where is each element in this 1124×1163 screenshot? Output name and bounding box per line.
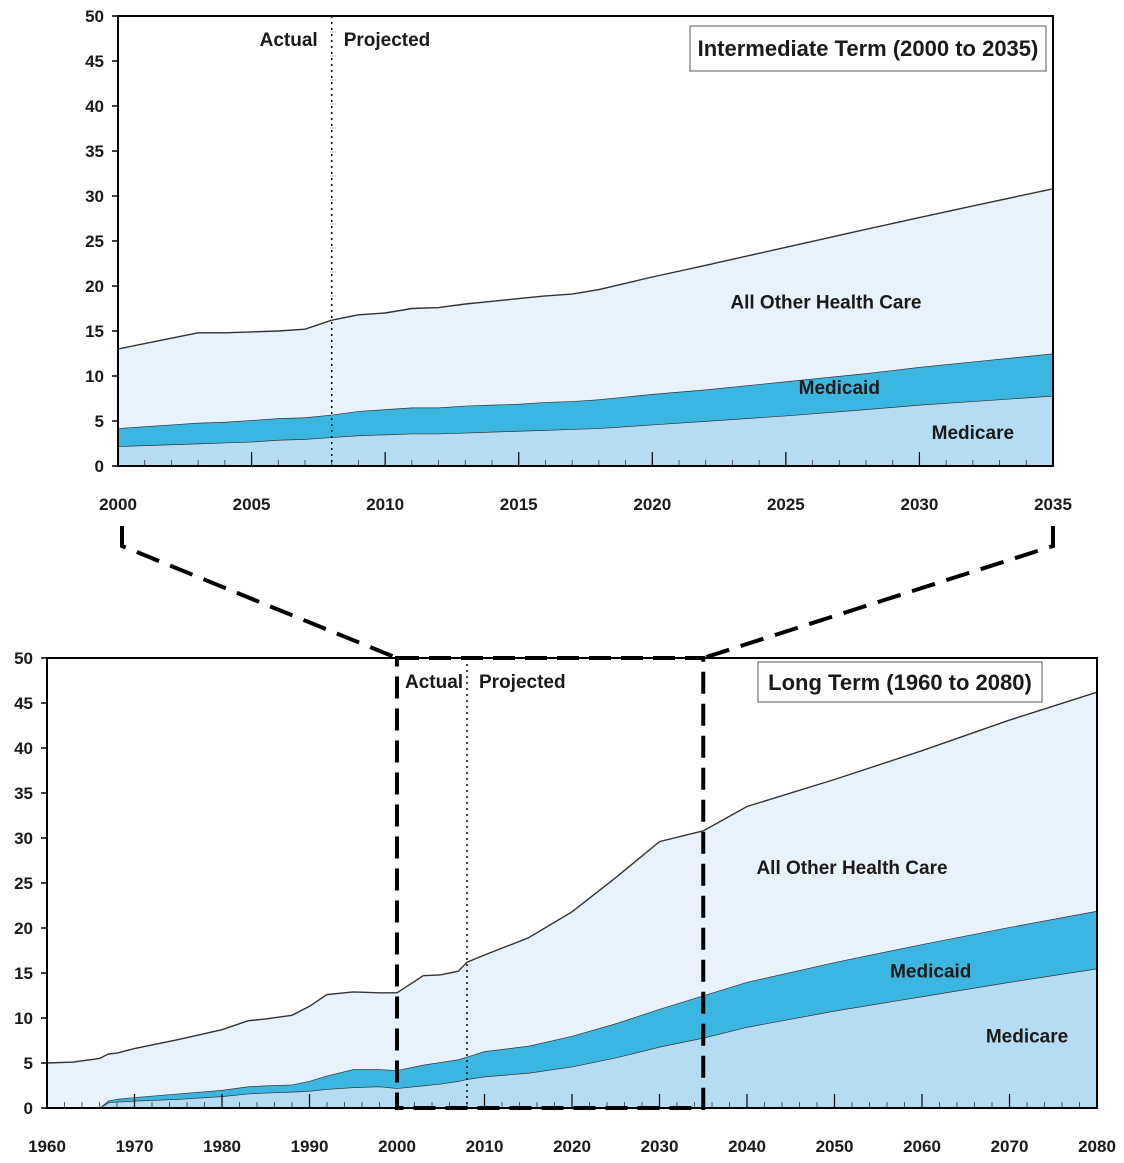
top-y-tick-label-40: 40 <box>85 97 104 116</box>
bottom-actual-label: Actual <box>405 672 463 693</box>
bot-x-tick-label-2080: 2080 <box>1078 1137 1116 1156</box>
top-x-tick-label-2035: 2035 <box>1034 495 1072 514</box>
connector-left <box>120 526 398 660</box>
top-y-tick-label-50: 50 <box>85 7 104 26</box>
bot-y-tick-label-25: 25 <box>14 874 33 893</box>
bottom-chart-title: Long Term (1960 to 2080) <box>768 670 1032 695</box>
bottom-projected-label: Projected <box>479 672 566 693</box>
top-area-medicaid <box>118 353 1053 447</box>
top-label-medicaid: Medicaid <box>799 378 880 399</box>
bot-x-tick-label-2070: 2070 <box>991 1137 1029 1156</box>
bot-x-tick-label-1960: 1960 <box>28 1137 66 1156</box>
long-term-chart: 0 5 10 15 20 25 30 35 40 45 50 1960 1970 1980 1990 200… <box>14 649 1116 1156</box>
top-x-tick-label-2025: 2025 <box>767 495 805 514</box>
top-label-all-other: All Other Health Care <box>730 293 921 314</box>
top-x-tick-label-2020: 2020 <box>633 495 671 514</box>
bot-x-tick-label-2000: 2000 <box>378 1137 416 1156</box>
bot-x-tick-label-2020: 2020 <box>553 1137 591 1156</box>
top-y-tick-label-35: 35 <box>85 142 104 161</box>
bot-y-tick-label-35: 35 <box>14 784 33 803</box>
bot-x-tick-label-1990: 1990 <box>291 1137 329 1156</box>
bot-y-tick-label-30: 30 <box>14 829 33 848</box>
bot-x-tick-label-2050: 2050 <box>816 1137 854 1156</box>
bot-y-tick-label-15: 15 <box>14 964 33 983</box>
top-y-tick-label-0: 0 <box>95 457 104 476</box>
bot-y-tick-label-5: 5 <box>24 1054 33 1073</box>
bot-line-other <box>46 691 1098 1064</box>
top-actual-label: Actual <box>260 30 318 51</box>
top-label-medicare: Medicare <box>932 423 1014 444</box>
bot-y-tick-label-10: 10 <box>14 1009 33 1028</box>
top-x-tick-label-2010: 2010 <box>366 495 404 514</box>
bot-x-tick-label-1980: 1980 <box>203 1137 241 1156</box>
zoom-connector-lines <box>120 526 1055 660</box>
bottom-label-medicaid: Medicaid <box>890 962 971 983</box>
bottom-area-layers <box>46 691 1098 1109</box>
top-x-tick-label-2030: 2030 <box>901 495 939 514</box>
top-y-tick-label-10: 10 <box>85 367 104 386</box>
top-y-tick-label-5: 5 <box>95 412 104 431</box>
bot-x-tick-label-2040: 2040 <box>728 1137 766 1156</box>
top-projected-label: Projected <box>344 30 431 51</box>
top-x-tick-label-2015: 2015 <box>500 495 538 514</box>
bottom-x-axis: 1960 1970 1980 1990 2000 2010 2020 2030 2040 2050… <box>28 1094 1116 1156</box>
top-y-tick-label-15: 15 <box>85 322 104 341</box>
top-y-tick-label-45: 45 <box>85 52 104 71</box>
bot-y-tick-label-0: 0 <box>24 1099 33 1118</box>
bot-area-medicare <box>47 968 1097 1108</box>
connector-right <box>702 526 1055 660</box>
bot-y-tick-label-40: 40 <box>14 739 33 758</box>
top-area-layers <box>117 188 1054 466</box>
top-x-axis: 2000 2005 2010 2015 2020 2025 2030 2035 <box>99 452 1072 514</box>
bot-y-tick-label-50: 50 <box>14 649 33 668</box>
top-line-other <box>117 188 1054 350</box>
bot-x-tick-label-2030: 2030 <box>641 1137 679 1156</box>
top-y-tick-label-25: 25 <box>85 232 104 251</box>
top-y-tick-label-20: 20 <box>85 277 104 296</box>
top-y-axis: 0 5 10 15 20 25 30 35 40 45 50 <box>85 7 118 476</box>
top-plot-frame <box>117 15 1054 467</box>
bottom-plot-frame <box>46 657 1098 1109</box>
top-x-tick-label-2005: 2005 <box>233 495 271 514</box>
bot-y-tick-label-20: 20 <box>14 919 33 938</box>
bot-y-tick-label-45: 45 <box>14 694 33 713</box>
top-area-other <box>118 188 1053 429</box>
bot-x-tick-label-2010: 2010 <box>466 1137 504 1156</box>
bot-area-other <box>47 692 1097 1108</box>
bot-x-tick-label-1970: 1970 <box>116 1137 154 1156</box>
bot-x-tick-label-2060: 2060 <box>903 1137 941 1156</box>
bottom-title-box <box>757 661 1043 703</box>
top-title-box <box>689 25 1047 72</box>
bottom-label-all-other: All Other Health Care <box>756 858 947 879</box>
bottom-y-axis: 0 5 10 15 20 25 30 35 40 45 50 <box>14 649 47 1118</box>
top-x-tick-label-2000: 2000 <box>99 495 137 514</box>
top-y-tick-label-30: 30 <box>85 187 104 206</box>
top-chart-title: Intermediate Term (2000 to 2035) <box>698 36 1039 61</box>
bottom-label-medicare: Medicare <box>986 1026 1068 1047</box>
